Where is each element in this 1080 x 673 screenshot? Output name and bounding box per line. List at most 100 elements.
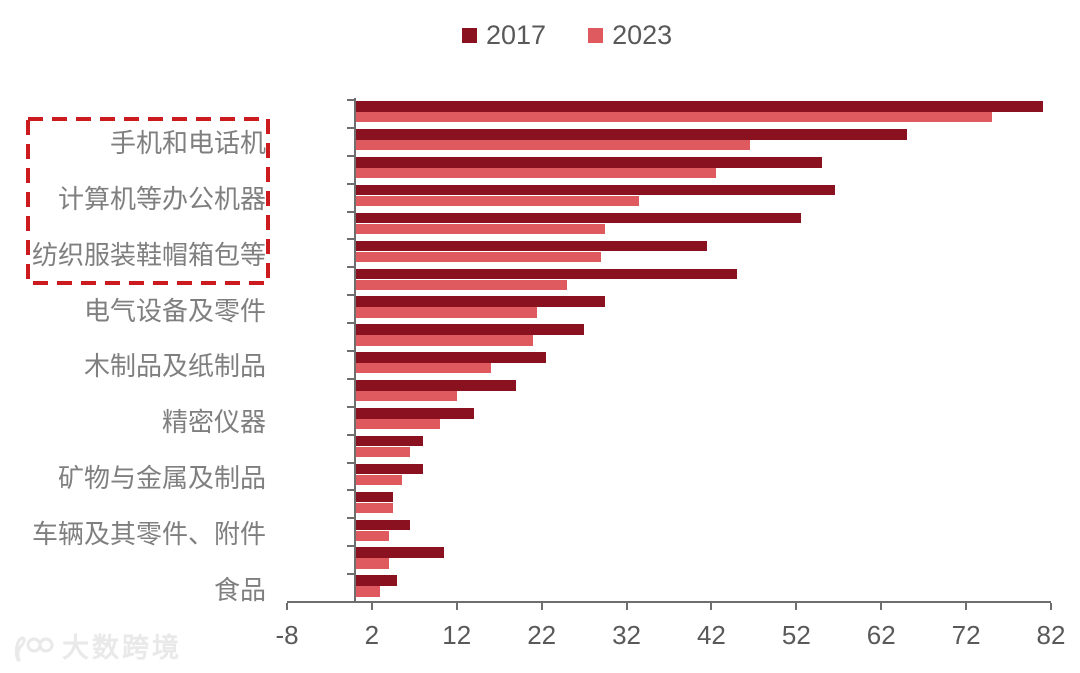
watermark-logo-icon (14, 636, 54, 662)
legend-item-2017: 2017 (462, 22, 546, 49)
bar-2023 (354, 167, 716, 179)
y-tick (346, 126, 355, 129)
bar-2023 (354, 502, 394, 513)
x-tick (540, 603, 543, 610)
bar-2023 (354, 223, 606, 235)
y-axis-line (353, 98, 356, 602)
category-label: 手机和电话机 (109, 128, 266, 159)
highlight-box-rect (26, 117, 270, 285)
x-tick-label: -8 (275, 620, 299, 650)
x-tick (370, 603, 373, 610)
x-tick-label: 82 (1036, 620, 1066, 650)
category-label: 计算机等办公机器 (57, 184, 266, 215)
x-tick-label: 22 (527, 620, 557, 650)
y-tick (346, 573, 355, 576)
bar-2023 (354, 279, 568, 290)
bar-2017 (354, 268, 737, 280)
x-tick (1050, 603, 1052, 610)
category-label: 木制品及纸制品 (83, 351, 266, 382)
bar-2023 (354, 558, 389, 569)
category-label: 精密仪器 (161, 407, 266, 438)
y-tick (346, 182, 355, 185)
x-tick-label: 52 (781, 620, 811, 650)
y-tick (346, 266, 355, 269)
y-tick (346, 99, 355, 101)
y-tick (346, 238, 355, 241)
x-tick-label: 2 (364, 620, 380, 650)
y-tick (346, 433, 355, 436)
bar-2017 (354, 324, 585, 335)
chart-plot-area (287, 100, 1051, 602)
x-tick (710, 603, 713, 610)
legend-label-2017: 2017 (486, 20, 547, 50)
bar-2023 (354, 586, 381, 597)
category-label: 车辆及其零件、附件 (31, 518, 266, 549)
bar-2017 (354, 101, 1043, 112)
category-label: 纺织服装鞋帽箱包等 (31, 239, 266, 270)
x-tick (625, 603, 628, 610)
bar-2017 (354, 407, 474, 419)
x-tick-label: 62 (866, 620, 896, 650)
category-label: 矿物与金属及制品 (57, 462, 266, 493)
y-tick (346, 322, 355, 325)
bar-2017 (354, 575, 398, 586)
x-tick-label: 12 (442, 620, 472, 650)
category-label: 食品 (213, 574, 266, 605)
bar-2017 (354, 156, 822, 168)
x-tick (880, 603, 883, 610)
bar-2017 (354, 463, 423, 475)
bar-2023 (354, 251, 602, 262)
legend-swatch-2023 (588, 28, 604, 43)
bar-2023 (354, 112, 992, 123)
y-tick (346, 517, 355, 520)
bar-2017 (354, 184, 835, 196)
bar-2023 (354, 446, 411, 458)
x-axis-line (287, 601, 1051, 603)
bar-2017 (354, 352, 546, 363)
bar-2023 (354, 195, 640, 207)
bar-2023 (354, 307, 538, 318)
y-tick (346, 405, 355, 408)
bar-2017 (354, 380, 517, 391)
bar-2017 (354, 240, 708, 252)
y-tick (346, 489, 355, 492)
bar-2017 (354, 129, 907, 140)
legend-swatch-2017 (462, 28, 477, 43)
category-label: 电气设备及零件 (83, 295, 266, 326)
x-tick-label: 32 (612, 620, 641, 650)
y-tick (346, 350, 355, 352)
bar-2017 (354, 547, 445, 559)
x-tick-label: 42 (696, 620, 726, 650)
watermark: 大数跨境 (12, 632, 182, 664)
bar-2017 (354, 519, 411, 531)
bar-2017 (354, 435, 423, 447)
bar-2017 (354, 212, 801, 224)
bar-2023 (354, 474, 402, 486)
bar-2023 (354, 530, 389, 541)
bar-2017 (354, 296, 606, 308)
legend-item-2023: 2023 (588, 22, 672, 49)
bar-2023 (354, 335, 534, 346)
bar-2023 (354, 363, 491, 374)
bar-2023 (354, 140, 750, 151)
x-tick (795, 603, 798, 610)
y-tick (346, 377, 355, 380)
y-tick (346, 461, 355, 464)
y-tick (346, 601, 355, 603)
legend: 2017 2023 (462, 22, 672, 49)
y-tick (346, 210, 355, 213)
bar-2017 (354, 491, 394, 503)
bar-2023 (354, 418, 440, 430)
x-tick (965, 603, 968, 610)
y-tick (346, 545, 355, 548)
bar-2023 (354, 391, 457, 402)
legend-label-2023: 2023 (612, 20, 673, 50)
highlight-box (26, 117, 270, 285)
y-tick (346, 154, 355, 157)
x-tick-label: 72 (951, 620, 981, 650)
y-tick (346, 294, 355, 297)
x-tick (286, 603, 288, 610)
watermark-text: 大数跨境 (62, 632, 182, 663)
x-tick (455, 603, 458, 610)
